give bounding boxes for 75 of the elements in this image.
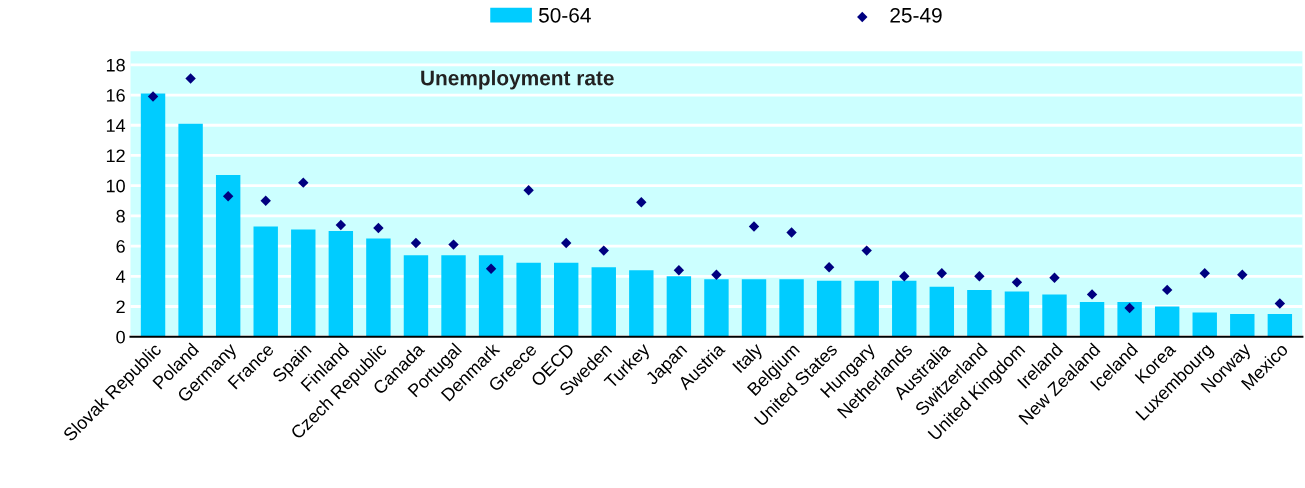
point (711, 269, 722, 280)
bar (1192, 312, 1217, 337)
point (786, 227, 797, 238)
bar (1117, 301, 1142, 337)
bar (291, 229, 316, 337)
y-tick-label: 12 (106, 149, 125, 163)
point (899, 271, 910, 282)
bar (1267, 314, 1293, 337)
bar (178, 123, 203, 337)
bar (1004, 291, 1030, 337)
point (298, 177, 309, 188)
bar (328, 230, 354, 337)
bar (253, 226, 278, 337)
bar (629, 270, 654, 337)
bar (441, 255, 466, 337)
bar (1079, 301, 1105, 337)
bar (1154, 306, 1180, 337)
y-tick-label: 8 (116, 209, 125, 223)
point (636, 197, 647, 208)
point (410, 237, 422, 249)
point (1161, 284, 1173, 296)
point (373, 222, 384, 234)
point (1199, 268, 1210, 279)
bar (478, 255, 504, 337)
point (1086, 289, 1098, 300)
point (1237, 269, 1248, 280)
point (974, 271, 985, 282)
y-tick-label: 6 (116, 240, 125, 253)
point (748, 221, 760, 232)
bar (1230, 314, 1255, 337)
point (598, 245, 609, 256)
point (561, 237, 572, 249)
bar (967, 289, 992, 337)
point (335, 219, 347, 231)
y-tick-label: 14 (106, 119, 126, 132)
point (823, 262, 835, 273)
point (147, 91, 159, 102)
point (485, 263, 497, 274)
bar (215, 175, 241, 337)
bar (366, 238, 391, 337)
legend-label: 50-64 (539, 7, 591, 23)
y-tick-label: 10 (106, 179, 125, 193)
bar (666, 276, 692, 337)
text: Unemployment rate (421, 70, 614, 90)
bar (140, 93, 166, 337)
point (260, 195, 271, 206)
y-tick-label: 0 (116, 330, 125, 344)
y-tick-label: 4 (116, 270, 126, 283)
bar (591, 267, 616, 337)
bar (403, 255, 429, 337)
point (673, 265, 685, 276)
bar (516, 262, 541, 337)
point (1124, 302, 1135, 314)
point (523, 185, 534, 196)
legend-label: 25-49 (890, 7, 942, 23)
bar (854, 280, 879, 337)
point (1011, 277, 1023, 288)
y-tick-label: 2 (116, 300, 125, 314)
bar (1042, 294, 1067, 337)
point (448, 239, 459, 250)
bar (704, 279, 729, 337)
bar (892, 280, 917, 337)
point (185, 73, 196, 84)
point (936, 268, 948, 279)
bar (929, 286, 955, 337)
bar (816, 280, 842, 337)
bar (741, 279, 767, 337)
bar (554, 262, 579, 337)
point (222, 191, 234, 202)
y-tick-label: 18 (106, 58, 125, 72)
point (1049, 272, 1060, 284)
point (1274, 298, 1286, 309)
point (861, 245, 872, 256)
y-tick-label: 16 (106, 88, 125, 102)
bar (779, 279, 804, 337)
